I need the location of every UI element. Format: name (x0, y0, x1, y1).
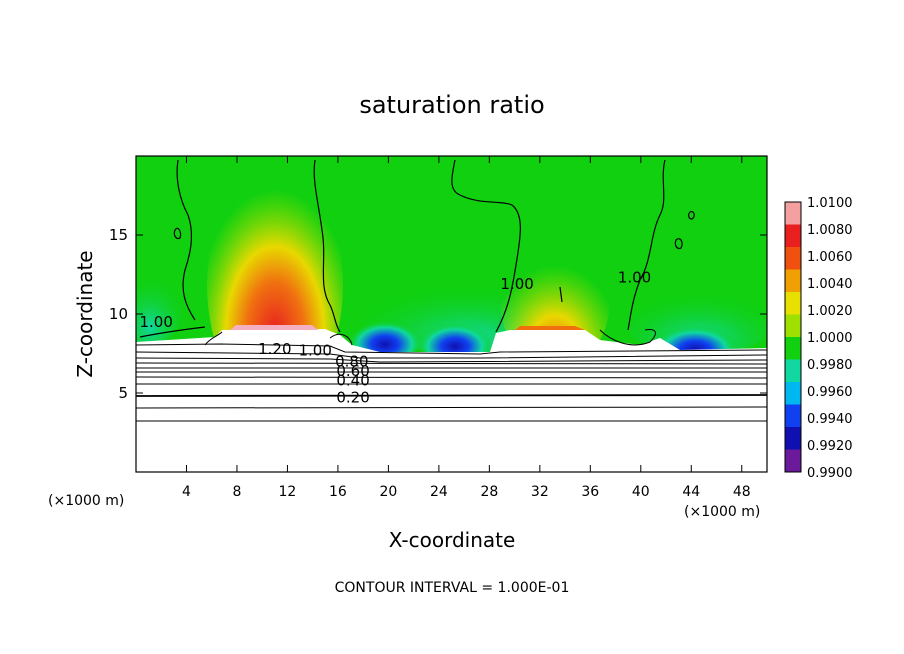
x-tick-label: 32 (531, 484, 549, 500)
contour-label: 1.00 (139, 313, 172, 331)
cloud-cap-right (515, 326, 585, 330)
x-axis-ticks: 4 8 12 16 20 24 28 32 36 40 44 48 (182, 156, 751, 500)
contour-label: 0.20 (336, 389, 369, 407)
colorbar-swatch (785, 224, 801, 248)
x-unit-right: (×1000 m) (684, 504, 760, 520)
x-tick-label: 28 (480, 484, 498, 500)
y-axis-label: Z-coordinate (73, 250, 97, 377)
colorbar-frame (784, 201, 802, 473)
plot-field (136, 156, 767, 472)
colorbar-swatch (785, 337, 801, 360)
colorbar-label: 1.0020 (807, 304, 853, 319)
contour-label: 0.40 (336, 371, 369, 389)
contour-labels: 1.001.20 1.000.800.600.400.201.00 1.00 (139, 269, 651, 407)
x-tick-label: 8 (232, 484, 241, 500)
chart-title: saturation ratio (359, 91, 544, 119)
y-axis-ticks: 5 10 15 (109, 226, 767, 402)
colorbar-swatch (785, 292, 801, 315)
y-tick-label: 15 (109, 226, 128, 244)
x-tick-label: 12 (279, 484, 297, 500)
colorbar-label: 0.9900 (807, 466, 853, 481)
colorbar-label: 1.0060 (807, 250, 853, 265)
colorbar-swatch (785, 314, 801, 338)
moist-layer (136, 329, 767, 472)
y-tick-label: 10 (109, 305, 128, 323)
contour-label: 1.00 (299, 341, 332, 359)
colorbar-label: 0.9960 (807, 385, 853, 400)
contour-lines-upper (139, 159, 695, 338)
x-tick-label: 24 (430, 484, 448, 500)
y-tick-label: 5 (118, 384, 128, 402)
x-tick-label: 44 (682, 484, 700, 500)
contour-label: 1.20 (258, 340, 291, 358)
colorbar-label: 1.0040 (807, 277, 853, 292)
contour-label: 0.60 (336, 362, 369, 380)
colorbar-swatch (785, 427, 801, 450)
x-tick-label: 36 (581, 484, 599, 500)
colorbar-swatch (785, 359, 801, 383)
colorbar-swatch (785, 269, 801, 293)
x-tick-label: 40 (632, 484, 650, 500)
contour-interval-note: CONTOUR INTERVAL = 1.000E-01 (335, 580, 570, 596)
contour-label: 1.00 (618, 269, 651, 287)
colorbar-swatch (785, 449, 801, 473)
contour-label: 1.00 (500, 275, 533, 293)
colorbar-swatch (785, 202, 801, 225)
colorbar-label: 0.9980 (807, 358, 853, 373)
colorbar-label: 1.0080 (807, 223, 853, 238)
contour-label: 0.80 (335, 352, 368, 370)
colorbar: 1.0100 1.0080 1.0060 1.0040 1.0020 1.0000 0.99… (784, 196, 853, 481)
contour-lines-lower (136, 329, 767, 422)
colorbar-label: 0.9920 (807, 439, 853, 454)
colorbar-swatch (785, 382, 801, 405)
x-axis-label: X-coordinate (389, 528, 516, 552)
colorbar-label: 1.0000 (807, 331, 853, 346)
x-tick-label: 4 (182, 484, 191, 500)
x-tick-label: 48 (733, 484, 751, 500)
x-unit-left: (×1000 m) (48, 493, 124, 509)
colorbar-swatch (785, 247, 801, 270)
colorbar-label: 0.9940 (807, 412, 853, 427)
cloud-cap-left (230, 325, 318, 330)
x-tick-label: 16 (329, 484, 347, 500)
colorbar-swatch (785, 404, 801, 428)
colorbar-label: 1.0100 (807, 196, 853, 211)
x-tick-label: 20 (379, 484, 397, 500)
teal-band-left (136, 255, 185, 345)
